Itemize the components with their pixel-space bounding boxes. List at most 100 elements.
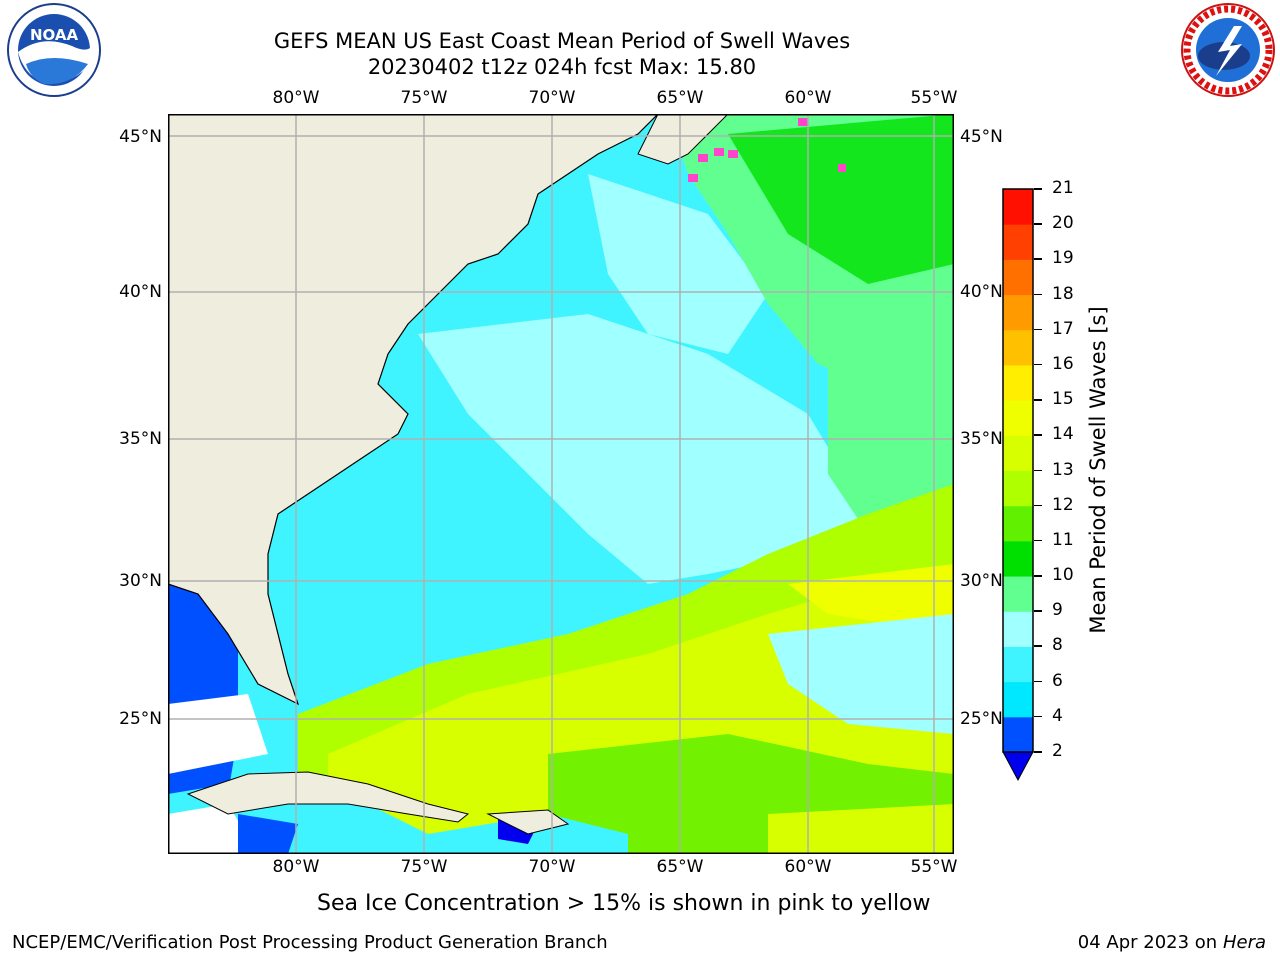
colorbar-segment — [1003, 400, 1033, 436]
chart-subtitle: 20230402 t12z 024h fcst Max: 15.80 — [367, 55, 757, 79]
colorbar-tick-mark — [1034, 610, 1042, 612]
colorbar-tick-label: 10 — [1052, 565, 1074, 586]
noaa-logo-text: NOAA — [30, 26, 79, 44]
lon-label-top: 75°W — [400, 88, 448, 108]
swell-region-8s — [588, 174, 768, 354]
lon-label-top: 70°W — [528, 88, 576, 108]
colorbar-tick-mark — [1034, 399, 1042, 401]
colorbar-tick-label: 21 — [1052, 178, 1074, 198]
swell-region-13s — [768, 804, 954, 854]
caribbean-low-swell — [238, 814, 298, 854]
lon-label-bottom: 70°W — [528, 857, 576, 877]
lon-label-top: 60°W — [784, 88, 832, 108]
lat-label-right: 40°N — [960, 282, 1003, 302]
lon-label-top: 80°W — [272, 88, 320, 108]
colorbar-tick-mark — [1034, 715, 1042, 718]
colorbar-tick-label: 13 — [1052, 459, 1074, 480]
colorbar-extend-arrow — [1002, 751, 1034, 782]
lon-label-bottom: 60°W — [784, 857, 832, 877]
colorbar-tick-mark — [1034, 539, 1042, 542]
nova-scotia-land — [637, 114, 729, 165]
colorbar-segment — [1003, 189, 1033, 225]
colorbar-tick-mark — [1034, 680, 1042, 683]
colorbar-tick-label: 18 — [1052, 283, 1074, 304]
colorbar-tick-mark — [1034, 575, 1042, 577]
colorbar-tick-label: 11 — [1052, 529, 1074, 550]
swell-region-10s — [728, 114, 954, 284]
colorbar-tick-mark — [1034, 434, 1042, 436]
colorbar-tick-label: 12 — [1052, 494, 1074, 515]
colorbar-segment — [1003, 505, 1033, 542]
colorbar-segment — [1003, 576, 1033, 612]
lat-label-left: 35°N — [119, 429, 162, 449]
colorbar-segment — [1003, 435, 1033, 471]
colorbar-tick-mark — [1034, 504, 1042, 507]
colorbar-tick-mark — [1034, 293, 1042, 296]
colorbar-tick-label: 14 — [1052, 424, 1074, 445]
colorbar-segment — [1003, 470, 1033, 507]
lon-label-top: 65°W — [656, 88, 704, 108]
swell-region-8s — [418, 314, 868, 584]
lat-label-right: 45°N — [960, 127, 1003, 147]
caribbean-masked — [168, 804, 258, 854]
colorbar-tick-mark — [1034, 258, 1042, 260]
lat-label-left: 25°N — [119, 709, 162, 729]
colorbar-frame — [1002, 188, 1034, 753]
colorbar-tick-label: 9 — [1052, 600, 1063, 621]
colorbar-tick-mark — [1034, 645, 1042, 647]
colorbar-tick-mark — [1034, 469, 1042, 471]
lat-label-left: 30°N — [119, 571, 162, 591]
colorbar-segment — [1003, 681, 1033, 718]
colorbar-tick-label: 2 — [1052, 741, 1063, 761]
footer-credit: NCEP/EMC/Verification Post Processing Pr… — [12, 932, 608, 953]
colorbar-tick-label: 4 — [1052, 705, 1063, 726]
colorbar-segment — [1003, 224, 1033, 260]
lon-label-top: 55°W — [910, 88, 958, 108]
footer-date-text: 04 Apr 2023 on — [1077, 932, 1223, 953]
colorbar-segment — [1003, 540, 1033, 577]
colorbar-tick-mark — [1034, 328, 1042, 331]
colorbar-tick-label: 16 — [1052, 353, 1074, 374]
lat-label-left: 40°N — [119, 282, 162, 302]
lon-label-bottom: 80°W — [272, 857, 320, 877]
colorbar-tick-label: 15 — [1052, 389, 1074, 410]
north-america-land — [168, 114, 659, 706]
colorbar-tick-mark — [1034, 223, 1042, 225]
sea-ice-marker — [714, 148, 724, 156]
swell-region-8s — [768, 614, 954, 734]
noaa-logo: NOAA — [2, 2, 104, 98]
lat-label-right: 35°N — [960, 429, 1003, 449]
colorbar-tick-label: 17 — [1052, 318, 1074, 339]
colorbar-tick-label: 20 — [1052, 213, 1074, 234]
colorbar-tick-mark — [1034, 363, 1042, 366]
sea-ice-marker — [688, 174, 698, 182]
swell-period-map — [168, 114, 954, 854]
lat-label-left: 45°N — [119, 127, 162, 147]
sea-ice-marker — [798, 118, 808, 126]
colorbar-segment — [1003, 611, 1033, 647]
sea-ice-marker — [838, 164, 846, 172]
sea-ice-caption: Sea Ice Concentration > 15% is shown in … — [317, 891, 931, 916]
gulf-masked — [168, 694, 268, 774]
colorbar-segment — [1003, 364, 1033, 401]
lon-label-bottom: 65°W — [656, 857, 704, 877]
map-frame — [168, 114, 954, 854]
colorbar-segment — [1003, 646, 1033, 683]
colorbar-segment — [1003, 329, 1033, 366]
hispaniola-land — [486, 809, 570, 835]
colorbar-segment — [1003, 294, 1033, 331]
footer-host: Hera — [1222, 932, 1266, 953]
colorbar-tick-label: 8 — [1052, 635, 1063, 656]
colorbar-tick-label: 19 — [1052, 248, 1074, 269]
colorbar-segment — [1003, 716, 1033, 753]
colorbar-tick-mark — [1034, 188, 1042, 190]
footer-date: 04 Apr 2023 on Hera — [1078, 932, 1266, 953]
colorbar-label: Mean Period of Swell Waves [s] — [1086, 306, 1110, 634]
colorbar-tick-mark — [1034, 751, 1042, 753]
sea-ice-marker — [698, 154, 708, 162]
lat-label-right: 25°N — [960, 709, 1003, 729]
chart-title: GEFS MEAN US East Coast Mean Period of S… — [273, 29, 851, 53]
colorbar-tick-label: 6 — [1052, 670, 1063, 691]
colorbar-segment — [1003, 259, 1033, 296]
map-graticule — [168, 114, 954, 854]
